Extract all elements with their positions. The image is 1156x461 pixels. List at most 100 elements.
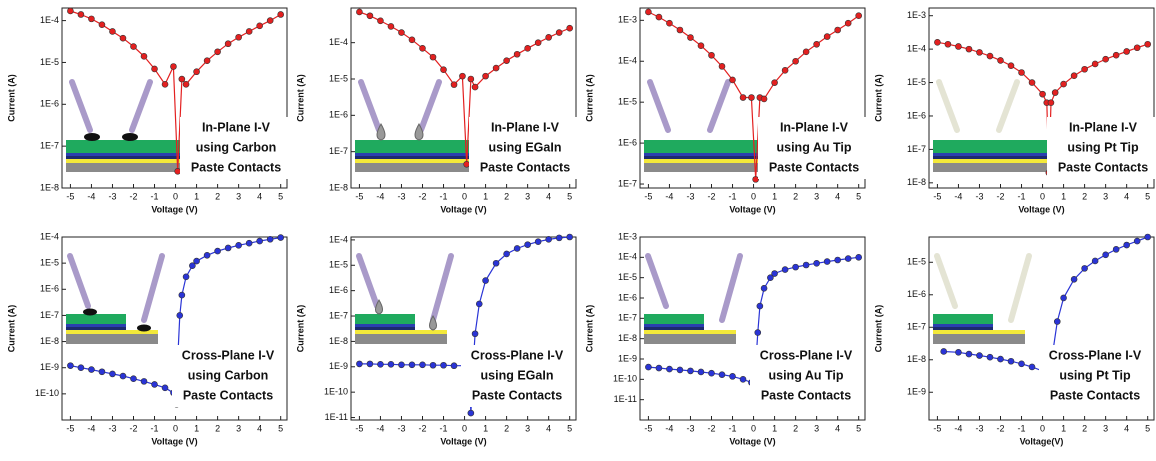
x-tick-label: 3	[236, 423, 241, 433]
annotation-text: In-Plane I-V	[1069, 120, 1138, 134]
y-axis-label: Current (A)	[584, 74, 594, 122]
data-point	[450, 362, 458, 370]
x-tick-label: 1	[772, 423, 777, 433]
annotation-box	[180, 117, 292, 179]
x-axis-label: Voltage (V)	[151, 436, 197, 446]
data-point	[802, 48, 810, 56]
y-tick-label: 1E-5	[40, 57, 59, 67]
probe	[996, 79, 1020, 133]
data-point	[366, 360, 374, 368]
device-inset	[66, 79, 188, 172]
layer	[644, 153, 766, 156]
x-tick-label: -4	[87, 191, 95, 201]
device-inset	[644, 79, 766, 172]
annotation-text: Cross-Plane I-V	[760, 348, 853, 362]
data-point	[408, 36, 416, 44]
x-tick-label: -5	[66, 423, 74, 433]
data-point	[545, 34, 552, 41]
data-point	[823, 258, 831, 265]
data-point	[934, 39, 941, 46]
data-point	[823, 33, 831, 40]
x-tick-label: -4	[87, 423, 95, 433]
data-point	[471, 330, 479, 338]
device-inset	[66, 253, 165, 344]
device-inset	[933, 79, 1055, 172]
layer	[66, 327, 126, 330]
data-point	[277, 234, 284, 241]
probe	[69, 79, 93, 133]
annotation-text: Cross-Plane I-V	[471, 348, 564, 362]
annotation-text: using Pt Tip	[1059, 368, 1131, 382]
x-axis-label: Voltage (V)	[151, 204, 197, 214]
annotation-box	[1039, 345, 1151, 407]
x-tick-label: 4	[835, 423, 840, 433]
y-axis-label: Current (A)	[295, 305, 305, 353]
data-point	[1133, 237, 1141, 245]
data-point	[377, 17, 384, 25]
data-point	[1047, 99, 1055, 106]
x-tick-label: 5	[278, 191, 283, 201]
layer	[355, 153, 477, 156]
data-point	[1123, 48, 1130, 55]
x-tick-label: 2	[504, 423, 509, 433]
data-point	[524, 44, 531, 52]
data-point	[429, 361, 437, 369]
data-point	[1028, 79, 1036, 86]
probe	[934, 253, 958, 309]
data-point	[1070, 275, 1078, 283]
x-tick-label: -3	[975, 191, 983, 201]
layer	[933, 140, 1055, 153]
y-tick-label: 1E-7	[907, 144, 926, 154]
layer	[66, 140, 188, 153]
data-point	[109, 370, 116, 378]
x-tick-label: 2	[215, 191, 220, 201]
data-point	[203, 251, 211, 259]
data-point	[203, 57, 211, 65]
x-tick-label: -3	[686, 423, 694, 433]
x-tick-label: 3	[814, 191, 819, 201]
x-tick-label: 1	[1061, 423, 1066, 433]
y-axis-label: Current (A)	[6, 305, 16, 353]
layer	[66, 156, 188, 159]
data-point	[844, 255, 852, 262]
data-point	[524, 241, 531, 248]
x-tick-label: -3	[686, 191, 694, 201]
y-tick-label: 1E-8	[40, 336, 59, 346]
annotation-box	[750, 345, 862, 407]
y-tick-label: 1E-6	[40, 284, 59, 294]
data-point	[88, 366, 95, 373]
y-tick-label: 1E-5	[907, 257, 926, 267]
y-tick-label: 1E-5	[40, 258, 59, 268]
data-point	[224, 40, 232, 48]
data-point	[356, 360, 363, 368]
contact	[414, 122, 424, 141]
data-point	[235, 33, 242, 41]
data-point	[1102, 55, 1109, 63]
data-point	[534, 238, 542, 245]
data-point	[161, 384, 169, 392]
data-point	[1144, 233, 1151, 241]
data-point	[482, 277, 489, 284]
data-point	[813, 40, 820, 48]
annotation-text: Cross-Plane I-V	[1049, 348, 1142, 362]
data-point	[170, 63, 177, 70]
device-inset	[355, 79, 477, 172]
layer	[66, 330, 158, 334]
data-point	[513, 245, 521, 252]
layer	[644, 327, 704, 330]
layer	[355, 330, 447, 334]
y-tick-label: 1E-7	[907, 322, 926, 332]
x-tick-label: -2	[707, 423, 715, 433]
y-axis-label: Current (A)	[873, 74, 883, 122]
data-point	[855, 12, 862, 19]
data-point	[1007, 357, 1015, 365]
data-point	[467, 409, 475, 417]
probe	[707, 79, 731, 133]
y-tick-label: 1E-7	[329, 146, 348, 156]
y-tick-label: 1E-4	[618, 56, 637, 66]
y-axis-label: Current (A)	[6, 74, 16, 122]
x-tick-label: -5	[66, 191, 74, 201]
data-point	[161, 81, 169, 88]
x-tick-label: 5	[567, 191, 572, 201]
